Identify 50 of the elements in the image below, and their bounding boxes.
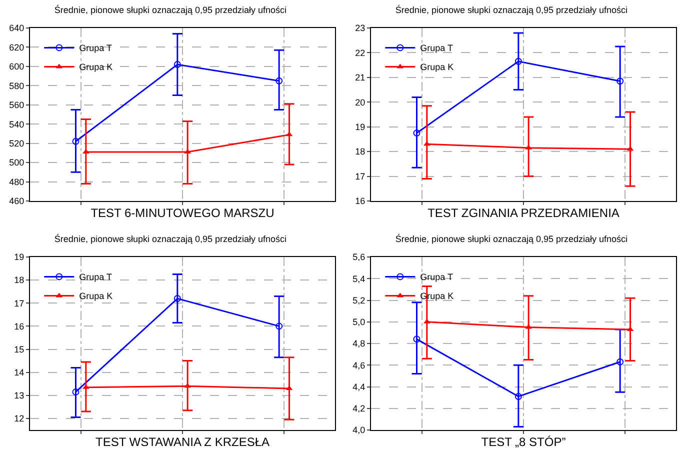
legend-label: Grupa K	[79, 291, 113, 302]
y-tick-label: 22	[355, 48, 366, 58]
legend-label: Grupa K	[79, 62, 113, 72]
y-tick-label: 14	[14, 367, 24, 378]
y-tick-label: 600	[9, 62, 24, 72]
y-tick-label: 620	[9, 42, 24, 52]
y-tick-label: 17	[14, 298, 24, 308]
y-tick-label: 20	[355, 97, 366, 108]
chart-title: Średnie, pionowe słupki oznaczają 0,95 przedziały ufności	[54, 4, 287, 16]
x-axis-title: TEST WSTAWANIA Z KRZESŁA	[95, 434, 270, 449]
y-tick-label: 460	[9, 196, 24, 206]
y-tick-label: 18	[14, 275, 24, 286]
chart-title: Średnie, pionowe słupki oznaczają 0,95 przedziały ufności	[395, 233, 628, 244]
y-tick-label: 23	[355, 23, 366, 34]
legend-label: Grupa T	[420, 272, 454, 282]
y-tick-label: 4,8	[352, 338, 366, 349]
y-tick-label: 480	[9, 176, 24, 187]
y-tick-label: 15	[14, 344, 24, 354]
chart-title: Średnie, pionowe słupki oznaczają 0,95 przedziały ufności	[395, 4, 628, 16]
y-tick-label: 18	[355, 146, 366, 157]
y-tick-label: 4,2	[352, 404, 366, 414]
y-tick-label: 16	[355, 196, 366, 206]
y-tick-label: 12	[14, 414, 24, 424]
legend-label: Grupa T	[79, 272, 112, 282]
y-tick-label: 16	[14, 321, 24, 332]
x-axis-title: TEST ZGINANIA PRZEDRAMIENIA	[428, 206, 620, 220]
y-tick-label: 5,4	[352, 274, 366, 284]
y-tick-label: 520	[9, 138, 24, 148]
legend-label: Grupa T	[420, 43, 454, 54]
y-tick-label: 560	[9, 100, 24, 110]
legend-label: Grupa K	[420, 62, 454, 72]
y-tick-label: 19	[355, 122, 366, 132]
x-axis-title: TEST 6-MINUTOWEGO MARSZU	[90, 206, 274, 220]
y-tick-label: 540	[9, 119, 24, 130]
y-tick-label: 5,0	[352, 317, 366, 328]
y-tick-label: 5,6	[352, 252, 366, 262]
y-tick-label: 17	[355, 171, 366, 182]
legend-label: Grupa T	[79, 43, 112, 54]
y-tick-label: 5,2	[352, 295, 366, 306]
x-axis-title: TEST „8 STÓP”	[481, 434, 566, 449]
y-tick-label: 640	[9, 23, 24, 34]
y-tick-label: 19	[14, 252, 24, 262]
y-tick-label: 13	[14, 390, 24, 401]
y-tick-label: 4,6	[352, 360, 366, 370]
chart-title: Średnie, pionowe słupki oznaczają 0,95 przedziały ufności	[54, 233, 287, 244]
y-tick-label: 580	[9, 80, 24, 91]
y-tick-label: 4,4	[352, 382, 366, 392]
y-tick-label: 500	[9, 158, 24, 168]
y-tick-label: 4,0	[352, 425, 366, 436]
y-tick-label: 21	[355, 72, 366, 83]
